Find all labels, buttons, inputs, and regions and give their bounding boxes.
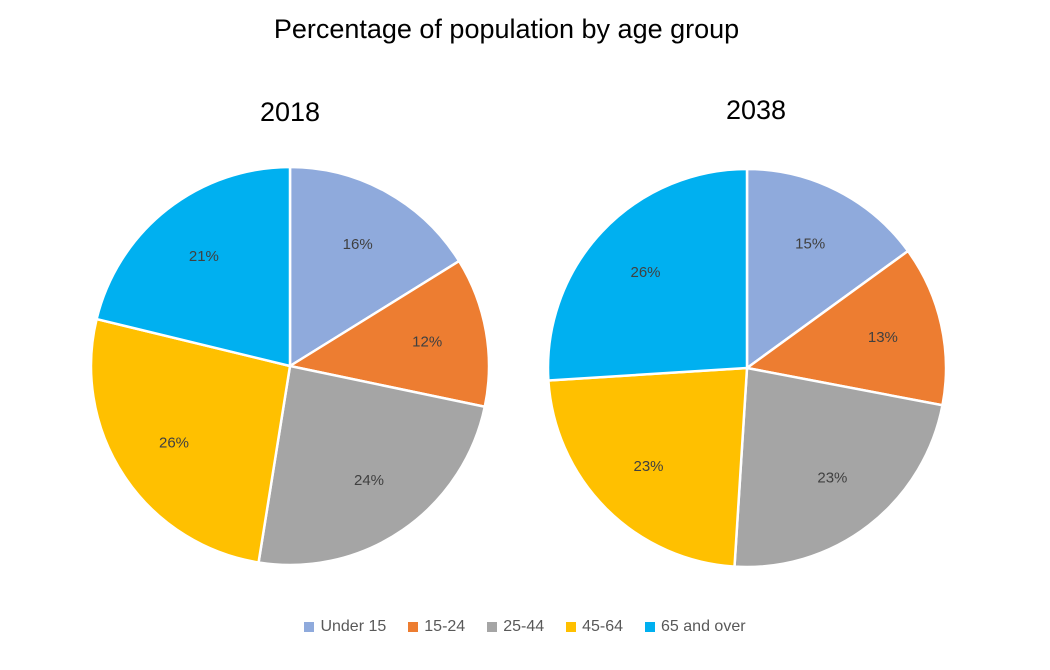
- slice-2038-45-64: [547, 366, 749, 568]
- legend-label-25-44: 25-44: [503, 618, 545, 635]
- legend-swatch-15-24: [408, 622, 419, 632]
- legend-swatch-25-44: [487, 622, 498, 632]
- data-label-2038-15-24: 13%: [868, 329, 898, 346]
- chart-title: Percentage of population by age group: [273, 14, 740, 44]
- slice-2018-45-64: [89, 317, 292, 564]
- pie-2018: 16% 12% 24% 26% 21%: [89, 165, 491, 567]
- legend-swatch-65-and-over: [645, 622, 656, 632]
- slice-2038-15-24: [745, 249, 948, 407]
- data-label-2018-25-44: 24%: [354, 472, 384, 489]
- pie-title-2018: 2018: [259, 97, 321, 127]
- pie-title-2038: 2038: [725, 95, 787, 125]
- legend-label-65-and-over: 65 and over: [661, 618, 746, 635]
- data-label-2038-under-15: 15%: [795, 235, 825, 252]
- legend-label-under-15: Under 15: [320, 618, 387, 635]
- legend-label-45-64: 45-64: [582, 618, 624, 635]
- legend: Under 15 15-24 25-44 45-64 65 and over: [0, 618, 1050, 636]
- data-label-2038-25-44: 23%: [817, 470, 847, 487]
- slice-2038-25-44: [733, 366, 944, 569]
- slice-2038-under-15: [745, 167, 910, 370]
- legend-label-15-24: 15-24: [424, 618, 466, 635]
- legend-item-15-24: 15-24: [408, 618, 465, 636]
- legend-item-65-and-over: 65 and over: [645, 618, 746, 636]
- slice-2018-under-15: [288, 165, 461, 368]
- legend-item-45-64: 45-64: [566, 618, 623, 636]
- data-label-2038-45-64: 23%: [633, 458, 663, 475]
- legend-swatch-45-64: [566, 622, 577, 632]
- data-label-2018-45-64: 26%: [159, 435, 189, 452]
- pie-charts: 16% 12% 24% 26% 21% 15% 13% 23% 23% 26%: [89, 165, 948, 569]
- data-label-2038-65-and-over: 26%: [630, 264, 660, 281]
- data-label-2018-65-and-over: 21%: [189, 248, 219, 265]
- slice-2018-15-24: [288, 259, 491, 409]
- legend-item-25-44: 25-44: [487, 618, 544, 636]
- data-label-2018-under-15: 16%: [343, 236, 373, 253]
- pie-2038: 15% 13% 23% 23% 26%: [546, 167, 948, 569]
- slice-2018-25-44: [257, 364, 487, 567]
- data-label-2018-15-24: 12%: [412, 333, 442, 350]
- legend-swatch-under-15: [304, 622, 315, 632]
- legend-item-under-15: Under 15: [304, 618, 386, 636]
- slice-2018-65-and-over: [95, 165, 292, 368]
- slice-2038-65-and-over: [546, 167, 749, 382]
